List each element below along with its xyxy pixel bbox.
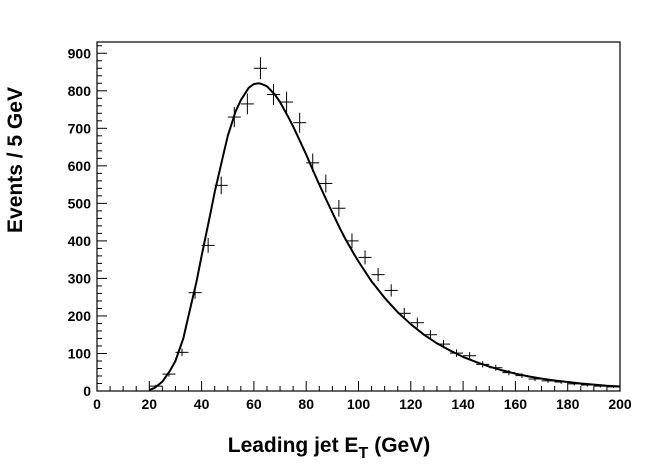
y-tick-label: 800 xyxy=(68,83,92,99)
plot-frame xyxy=(96,41,621,392)
data-point xyxy=(214,176,228,195)
data-point xyxy=(319,174,333,193)
x-tick-label: 40 xyxy=(194,396,210,412)
data-point xyxy=(463,352,477,360)
data-points-group xyxy=(149,57,620,389)
y-axis-ticks: 0 100 200 300 400 500 600 700 800 900 xyxy=(68,45,107,399)
x-tick-label: 0 xyxy=(93,396,101,412)
data-point xyxy=(293,112,307,133)
y-axis-label: Events / 5 GeV xyxy=(4,87,27,233)
y-tick-label: 200 xyxy=(68,308,92,324)
x-tick-label: 100 xyxy=(347,396,371,412)
x-tick-label: 20 xyxy=(142,396,158,412)
data-point xyxy=(253,57,267,80)
plot-border xyxy=(96,41,621,392)
data-point xyxy=(384,284,398,297)
data-point xyxy=(567,382,581,386)
data-point xyxy=(358,250,372,265)
data-point xyxy=(410,317,424,328)
x-axis-label-subscript: T xyxy=(358,445,368,462)
data-point xyxy=(345,233,359,249)
data-point xyxy=(306,153,320,173)
x-tick-label: 200 xyxy=(608,396,632,412)
x-tick-label: 160 xyxy=(504,396,528,412)
x-tick-label: 60 xyxy=(246,396,262,412)
data-point xyxy=(280,91,294,113)
data-point xyxy=(240,93,254,115)
data-point xyxy=(332,199,346,217)
data-point xyxy=(554,380,568,384)
data-point xyxy=(423,330,437,340)
x-axis-label-unit: (GeV) xyxy=(374,434,430,457)
y-tick-label: 400 xyxy=(68,233,92,249)
data-point xyxy=(541,378,555,383)
data-point xyxy=(201,238,215,253)
data-point xyxy=(528,376,542,382)
data-point xyxy=(450,349,464,357)
data-point xyxy=(502,369,516,376)
x-axis-label: Leading jet ET (GeV) xyxy=(228,434,430,462)
fit-curve xyxy=(148,82,621,391)
x-axis-label-main: Leading jet E xyxy=(228,434,359,457)
data-point xyxy=(371,268,385,282)
y-tick-label: 300 xyxy=(68,270,92,286)
y-tick-label: 900 xyxy=(68,45,92,61)
data-point xyxy=(606,385,620,389)
data-point xyxy=(436,339,451,349)
data-point xyxy=(515,373,529,379)
x-axis-ticks: 0 20 40 60 80 100 120 140 160 180 200 xyxy=(93,381,632,412)
data-point xyxy=(489,364,503,371)
y-tick-label: 600 xyxy=(68,158,92,174)
data-point xyxy=(175,348,189,357)
y-tick-label: 500 xyxy=(68,195,92,211)
y-tick-label: 0 xyxy=(83,383,91,399)
y-tick-label: 100 xyxy=(68,345,92,361)
x-tick-label: 140 xyxy=(451,396,475,412)
x-tick-label: 180 xyxy=(556,396,580,412)
data-point xyxy=(162,371,176,377)
x-tick-label: 80 xyxy=(298,396,314,412)
fit-curve-group xyxy=(148,82,621,391)
data-point xyxy=(149,384,163,388)
data-point xyxy=(476,361,490,368)
data-point xyxy=(188,286,202,299)
y-tick-label: 700 xyxy=(68,120,92,136)
data-point xyxy=(227,106,241,128)
data-point xyxy=(397,307,411,319)
x-tick-label: 120 xyxy=(399,396,423,412)
data-point xyxy=(580,383,594,387)
data-point xyxy=(266,83,281,106)
data-point xyxy=(593,384,607,388)
